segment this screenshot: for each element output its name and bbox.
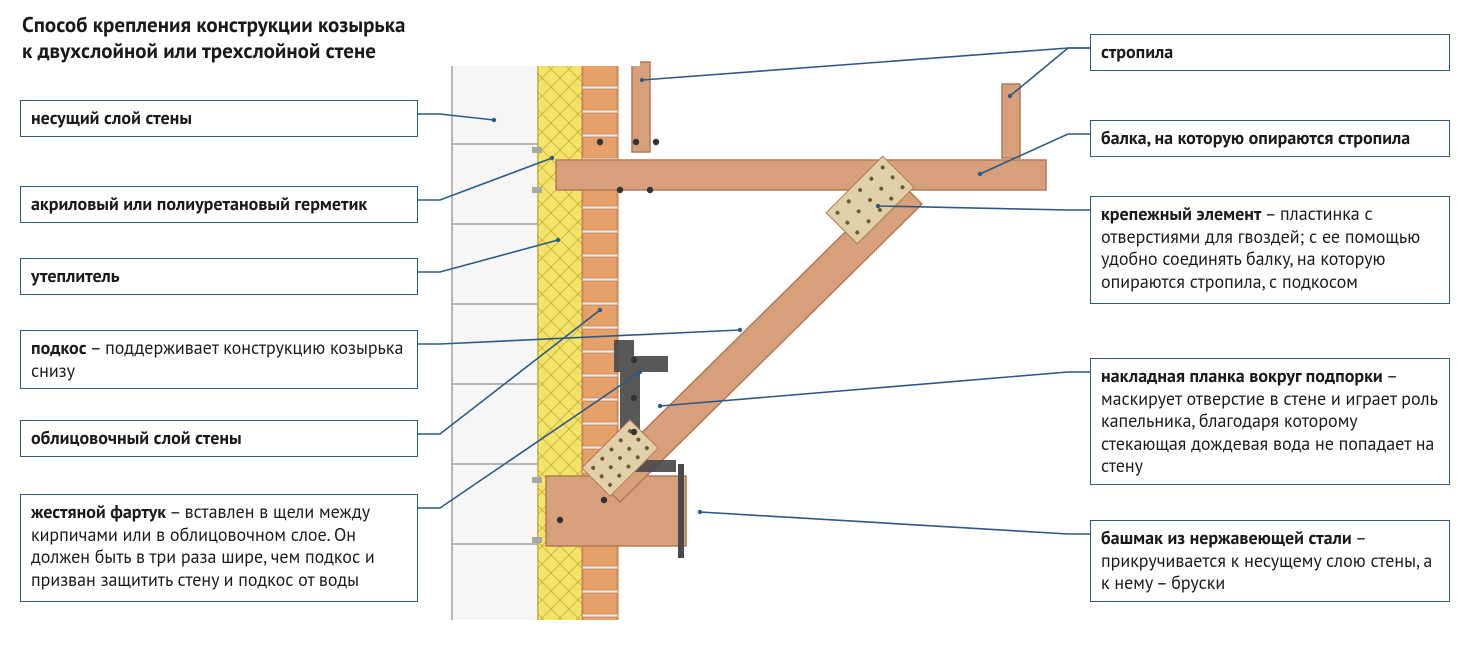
label-cover-bold: накладная планка вокруг подпорки — [1101, 364, 1383, 387]
label-brace-desc: – поддерживает конструкцию козырька сниз… — [31, 336, 403, 382]
label-beam-bold: балка, на которую опираются стропила — [1101, 126, 1410, 149]
label-brace-bold: подкос — [31, 336, 87, 359]
diagram-title: Способ крепления конструкции козырька к … — [22, 12, 422, 65]
label-plate-bold: крепежный элемент — [1101, 202, 1261, 225]
label-insulation: утеплитель — [20, 258, 418, 295]
diagram-stage: Способ крепления конструкции козырька к … — [0, 0, 1471, 650]
label-shoe: башмак из нержавеющей стали – прикручива… — [1090, 520, 1450, 602]
label-facing-bold: облицовочный слой стены — [31, 426, 242, 449]
label-bearing-bold: несущий слой стены — [31, 106, 192, 129]
label-apron: жестяной фартук – вставлен в щели между … — [20, 494, 418, 602]
label-sealant-bold: акриловый или полиуретановый герметик — [31, 192, 367, 215]
label-shoe-bold: башмак из нержавеющей стали — [1101, 526, 1352, 549]
label-apron-bold: жестяной фартук — [31, 500, 166, 523]
label-sealant: акриловый или полиуретановый герметик — [20, 186, 418, 223]
label-plate: крепежный элемент – пластинка с отверсти… — [1090, 196, 1450, 304]
label-insulation-bold: утеплитель — [31, 264, 120, 287]
label-bearing: несущий слой стены — [20, 100, 418, 137]
label-rafters-bold: стропила — [1101, 40, 1173, 63]
label-rafters: стропила — [1090, 34, 1450, 71]
label-beam: балка, на которую опираются стропила — [1090, 120, 1450, 157]
label-cover: накладная планка вокруг подпорки – маски… — [1090, 358, 1450, 485]
label-brace: подкос – поддерживает конструкцию козырь… — [20, 330, 418, 389]
label-facing: облицовочный слой стены — [20, 420, 418, 457]
